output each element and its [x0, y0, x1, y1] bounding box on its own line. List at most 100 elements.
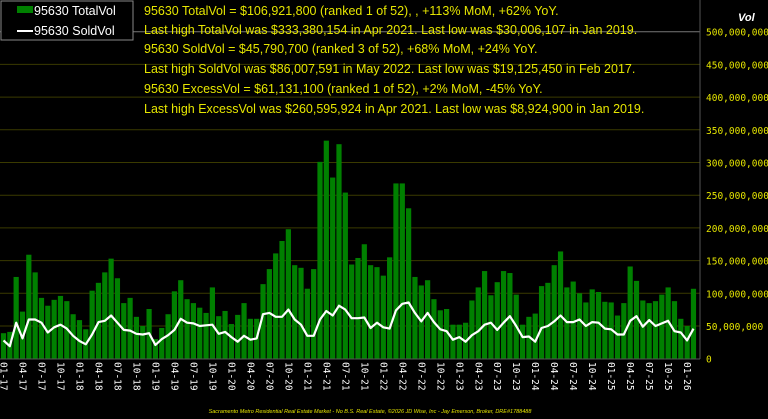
totalvol-bar	[0, 333, 7, 359]
totalvol-bar	[279, 240, 285, 359]
x-tick-label: 07-23	[491, 362, 502, 391]
totalvol-bar	[469, 300, 475, 359]
unit-label: Vol	[738, 12, 756, 24]
x-tick-label: 01-20	[225, 362, 236, 391]
totalvol-bar	[412, 276, 418, 359]
totalvol-bar	[197, 307, 203, 359]
totalvol-bar	[323, 140, 329, 359]
totalvol-bar	[399, 183, 405, 359]
totalvol-bar	[222, 310, 228, 359]
totalvol-bar	[102, 272, 108, 359]
totalvol-bar	[38, 297, 45, 359]
totalvol-bar	[621, 303, 627, 359]
totalvol-bar	[273, 253, 279, 359]
totalvol-bar	[152, 339, 159, 359]
x-tick-label: 01-18	[73, 362, 84, 391]
x-tick-label: 10-24	[586, 362, 597, 391]
y-tick-label: 450,000,000	[706, 60, 768, 71]
totalvol-bar	[444, 308, 450, 359]
totalvol-bar	[665, 287, 671, 359]
totalvol-bar	[216, 316, 222, 359]
totalvol-bar	[494, 282, 500, 359]
y-tick-label: 400,000,000	[706, 93, 768, 104]
totalvol-bar	[127, 297, 133, 359]
x-tick-label: 07-18	[111, 362, 122, 391]
totalvol-bar	[32, 272, 38, 359]
totalvol-bar	[425, 280, 431, 359]
totalvol-bar	[184, 299, 190, 359]
totalvol-bar	[646, 303, 652, 359]
totalvol-bar	[475, 287, 481, 359]
y-tick-label: 100,000,000	[706, 289, 768, 300]
totalvol-bar	[538, 286, 545, 359]
totalvol-bar	[684, 326, 690, 359]
totalvol-bar	[393, 183, 399, 359]
totalvol-bar	[159, 327, 165, 359]
x-tick-label: 04-23	[472, 362, 483, 391]
totalvol-bar	[171, 291, 178, 359]
totalvol-bar	[292, 265, 298, 359]
legend-label-soldvol: 95630 SoldVol	[34, 24, 115, 38]
totalvol-bar	[500, 271, 507, 359]
totalvol-bar	[336, 144, 342, 359]
x-tick-label: 04-25	[624, 362, 635, 391]
totalvol-bar	[557, 251, 564, 359]
y-tick-label: 350,000,000	[706, 126, 768, 137]
y-axis-ticks: 0 50,000,000 100,000,000 150,000,000 200,000…	[706, 28, 768, 366]
x-tick-label: 01-19	[149, 362, 160, 391]
x-tick-label: 07-25	[643, 362, 654, 391]
annotation-excessvol-highlow: Last high ExcessVol was $260,595,924 in …	[144, 102, 644, 116]
x-tick-label: 04-17	[16, 362, 27, 391]
totalvol-bar	[481, 271, 488, 359]
totalvol-bar	[545, 282, 551, 359]
totalvol-bar	[203, 312, 209, 359]
totalvol-bar	[595, 291, 602, 359]
x-tick-label: 01-26	[681, 362, 692, 391]
totalvol-bar	[349, 264, 355, 359]
totalvol-bar	[576, 293, 583, 359]
totalvol-bar	[368, 265, 374, 359]
x-tick-label: 04-22	[396, 362, 407, 391]
x-tick-label: 07-24	[567, 362, 578, 391]
totalvol-bar	[450, 324, 456, 359]
totalvol-bar	[76, 320, 83, 359]
totalvol-bar	[690, 288, 697, 359]
x-tick-label: 10-23	[510, 362, 521, 391]
totalvol-bar	[633, 280, 640, 359]
y-tick-label: 250,000,000	[706, 191, 768, 202]
totalvol-bar	[437, 310, 443, 359]
totalvol-bar	[51, 299, 57, 359]
x-tick-label: 01-17	[0, 362, 9, 391]
y-tick-label: 0	[706, 355, 712, 366]
totalvol-bar	[627, 266, 633, 359]
totalvol-bar	[406, 208, 412, 359]
totalvol-bar	[89, 290, 95, 359]
x-tick-label: 10-20	[282, 362, 293, 391]
totalvol-bar	[108, 258, 114, 359]
x-tick-label: 04-24	[548, 362, 559, 391]
totalvol-bar	[311, 269, 317, 359]
totalvol-bar	[374, 267, 380, 359]
totalvol-bar	[488, 295, 494, 359]
x-tick-label: 04-21	[320, 362, 331, 391]
totalvol-bar	[602, 301, 608, 359]
totalvol-bar	[355, 257, 361, 359]
soldvol-line	[2, 301, 695, 348]
x-tick-label: 01-21	[301, 362, 312, 391]
annotation-totalvol: 95630 TotalVol = $106,921,800 (ranked 1 …	[144, 4, 559, 18]
totalvol-bar	[298, 267, 304, 359]
totalvol-bar	[228, 324, 234, 359]
totalvol-bar	[551, 265, 557, 359]
annotation-totalvol-highlow: Last high TotalVol was $333,380,154 in A…	[144, 23, 637, 37]
totalvol-bar	[614, 315, 621, 359]
totalvol-bar	[342, 192, 348, 359]
totalvol-bar	[652, 301, 659, 359]
x-tick-label: 04-18	[92, 362, 103, 391]
totalvol-bar	[519, 324, 526, 359]
legend-swatch-totalvol	[17, 6, 33, 13]
x-tick-label: 10-18	[130, 362, 141, 391]
totalvol-bar	[330, 177, 336, 359]
totalvol-bar	[235, 314, 241, 359]
totalvol-bar	[57, 295, 64, 359]
